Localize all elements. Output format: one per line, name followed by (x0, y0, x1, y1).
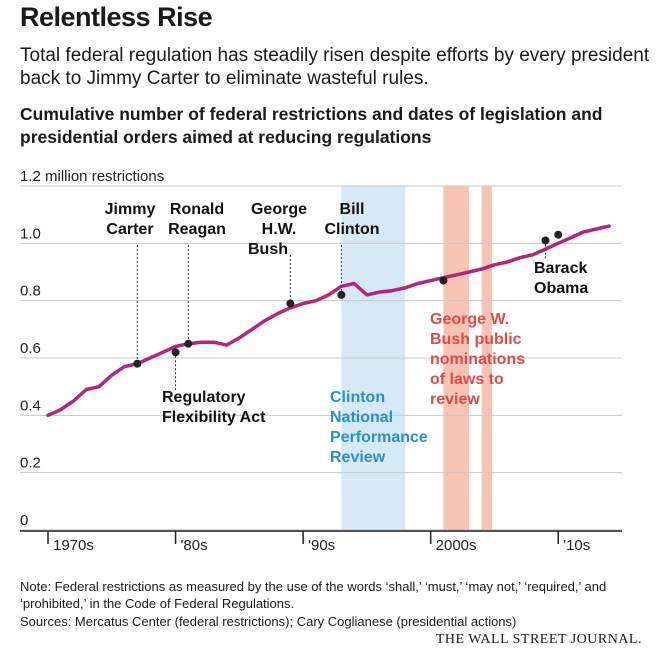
clinton-review-label: Review (330, 449, 386, 466)
bush-review-label: Bush public (430, 331, 522, 348)
data-point-marker (439, 276, 448, 285)
clinton-review-label: National (330, 409, 393, 426)
bush-review-label: review (430, 391, 480, 408)
bush-review-label: George W. (430, 311, 509, 328)
data-point-marker (286, 299, 295, 308)
marker-label: Regulatory (162, 389, 246, 406)
marker-label: Ronald (170, 201, 224, 218)
y-tick-label: 0.2 (20, 455, 41, 472)
series-line-federal-restrictions (46, 224, 611, 418)
bush-review-label: nominations (430, 351, 525, 368)
x-tick-label: '90s (308, 537, 335, 554)
marker-label: George (251, 201, 307, 218)
marker-label: Bush (248, 241, 288, 258)
x-tick-label: 2000s (436, 537, 477, 554)
data-point-marker (184, 339, 193, 348)
data-point-marker (171, 348, 180, 357)
bush-review-label: of laws to (430, 371, 504, 388)
marker-label: Carter (106, 221, 153, 238)
chart-sources: Sources: Mercatus Center (federal restri… (20, 614, 517, 629)
marker-label: Clinton (324, 221, 379, 238)
marker-label: Bill (340, 201, 365, 218)
y-tick-label: 0.6 (20, 340, 41, 357)
marker-label: H.W. (262, 221, 297, 238)
chart-note: Note: Federal restrictions as measured b… (20, 579, 607, 611)
y-tick-label: 0 (20, 512, 28, 529)
x-tick-label: '10s (563, 537, 590, 554)
data-point-marker (541, 236, 550, 245)
y-tick-label: 0.4 (20, 397, 41, 414)
marker-label: Obama (534, 280, 588, 297)
data-point-marker (133, 359, 142, 368)
x-tick-label: 1970s (53, 537, 94, 554)
clinton-review-label: Performance (330, 429, 428, 446)
clinton-review-label: Clinton (330, 389, 385, 406)
chart-description: Cumulative number of federal restriction… (20, 104, 603, 147)
data-point-marker (554, 230, 563, 239)
marker-label: Jimmy (105, 201, 156, 218)
y-tick-label: 1.2 million restrictions (20, 168, 164, 185)
marker-label: Flexibility Act (162, 409, 266, 426)
y-tick-label: 1.0 (20, 225, 41, 242)
marker-label: Barack (534, 260, 587, 277)
y-tick-label: 0.8 (20, 283, 41, 300)
chart-title-main: Relentless Rise (20, 2, 213, 32)
chart-subtitle: Total federal regulation has steadily ri… (20, 45, 650, 89)
data-point-marker (337, 290, 346, 299)
marker-label: Reagan (168, 221, 226, 238)
x-tick-label: '80s (181, 537, 208, 554)
publisher-logo: THE WALL STREET JOURNAL. (435, 632, 642, 647)
